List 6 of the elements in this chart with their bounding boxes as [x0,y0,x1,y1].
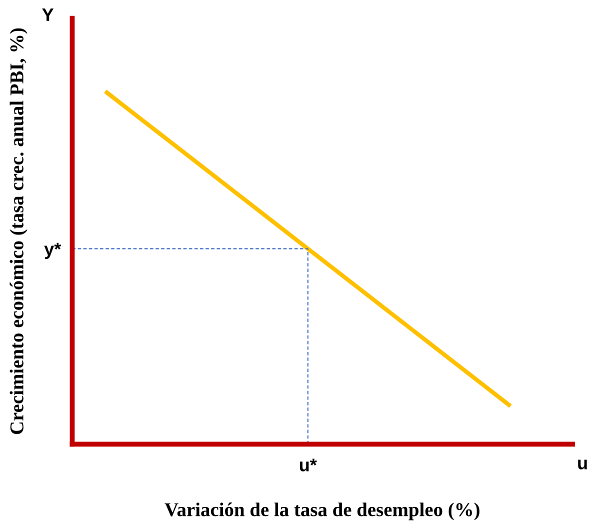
text: u* [300,458,317,472]
text: Y [42,8,54,21]
ref-line-label: y* [44,242,62,260]
y-axis-title: Crecimiento económico (tasa crec. anual PBI, %) [10,28,28,434]
text: u [578,460,587,470]
x-axis-title: Variación de la tasa de desempleo (%) [164,502,480,520]
